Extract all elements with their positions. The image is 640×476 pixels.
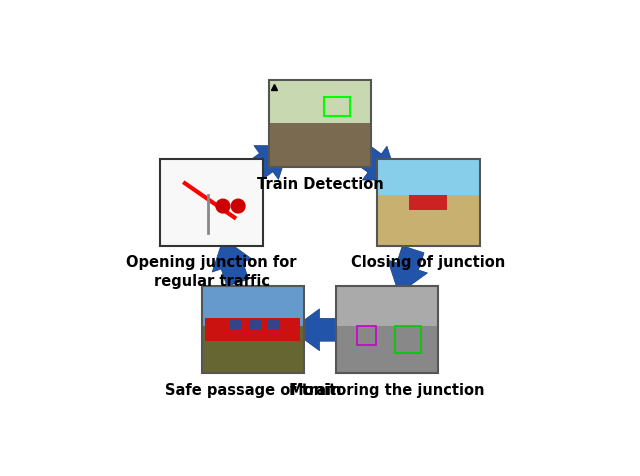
Text: Opening junction for
regular traffic: Opening junction for regular traffic (126, 255, 297, 288)
Bar (377, 195, 480, 247)
Text: Monitoring the junction: Monitoring the junction (289, 382, 484, 397)
Polygon shape (353, 144, 397, 181)
Circle shape (216, 200, 230, 213)
Bar (268, 321, 280, 330)
Text: Train Detection: Train Detection (257, 176, 383, 191)
Bar (202, 287, 304, 326)
Bar (377, 159, 480, 247)
Bar (269, 124, 371, 168)
Bar (324, 98, 351, 117)
Bar (356, 326, 376, 345)
Bar (202, 287, 304, 374)
Bar (269, 80, 371, 124)
Bar (160, 159, 263, 247)
Bar (205, 319, 301, 341)
Bar (202, 326, 304, 374)
Bar (160, 159, 263, 247)
Bar (230, 321, 241, 330)
Polygon shape (212, 239, 252, 287)
Bar (336, 287, 438, 326)
Polygon shape (245, 146, 289, 183)
Text: Safe passage of train: Safe passage of train (164, 382, 341, 397)
Circle shape (231, 200, 245, 213)
Polygon shape (388, 246, 428, 294)
Bar (336, 287, 438, 374)
Bar (377, 159, 480, 195)
Bar (336, 287, 438, 374)
Bar (202, 287, 304, 374)
Bar (410, 195, 447, 210)
Text: Closing of junction: Closing of junction (351, 255, 506, 270)
Bar (269, 80, 371, 168)
Bar (336, 326, 438, 374)
Bar (249, 321, 260, 330)
Bar (377, 159, 480, 247)
Bar (269, 80, 371, 168)
Polygon shape (291, 309, 338, 351)
Bar (395, 326, 421, 353)
Bar (160, 159, 263, 247)
